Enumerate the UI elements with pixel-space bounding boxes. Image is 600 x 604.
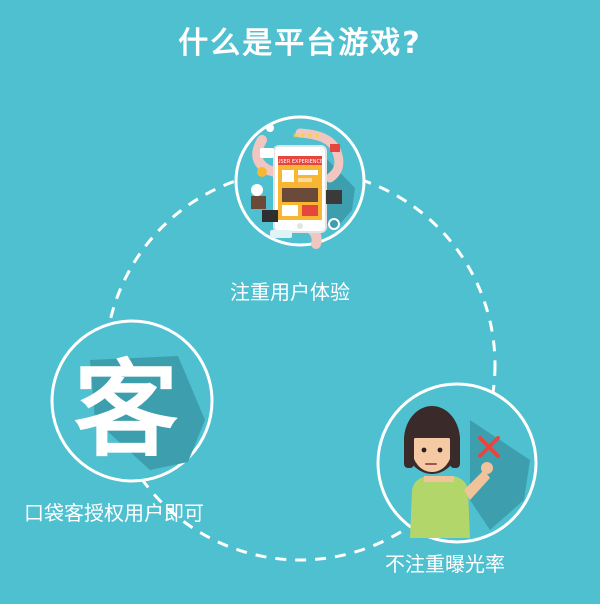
svg-text:★★★★: ★★★★ <box>292 131 321 140</box>
page-title: 什么是平台游戏? <box>178 26 422 61</box>
user-experience-illustration-icon: USER EXPERIENCE ★★★★ <box>251 124 355 249</box>
red-x-icon <box>478 436 500 458</box>
node-label-pocket-authorization: 口袋客授权用户即可 <box>24 501 204 525</box>
phone-screen-text: USER EXPERIENCE <box>277 159 323 165</box>
dashed-cycle-ring <box>103 168 497 562</box>
node-no-exposure <box>376 382 538 544</box>
node-label-user-experience: 注重用户体验 <box>230 280 350 304</box>
node-label-no-exposure: 不注重曝光率 <box>385 552 505 576</box>
unhappy-girl-icon <box>404 406 530 538</box>
node-user-experience: USER EXPERIENCE ★★★★ <box>234 115 366 249</box>
node-pocket-authorization: 客 <box>50 319 214 483</box>
ke-character-icon: 客 <box>74 349 178 471</box>
